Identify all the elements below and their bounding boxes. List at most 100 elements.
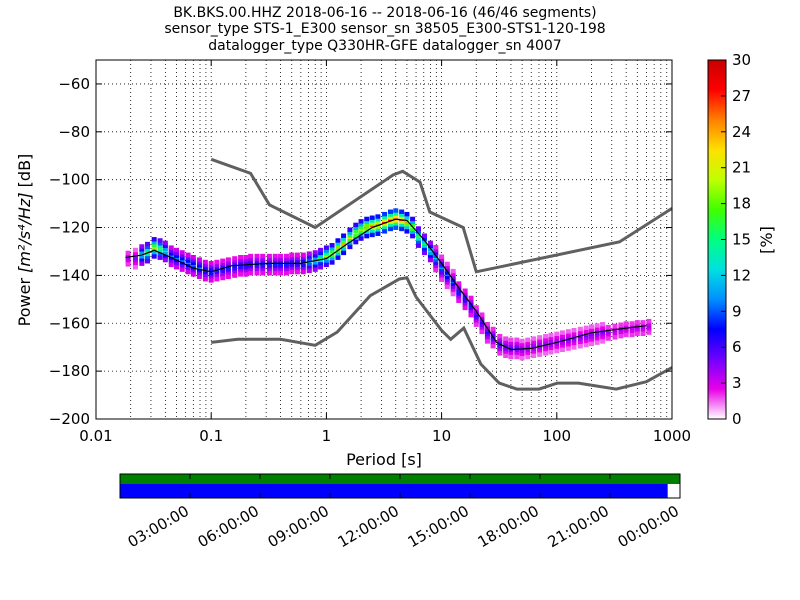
- y-axis-label-prefix: Power: [15, 278, 34, 327]
- density-cell: [629, 329, 635, 335]
- density-cell: [347, 227, 353, 232]
- density-cell: [254, 271, 260, 276]
- density-cell: [248, 259, 254, 264]
- density-cell: [132, 256, 138, 261]
- density-cell: [243, 272, 249, 277]
- density-cell: [571, 342, 577, 347]
- density-cell: [594, 323, 600, 328]
- density-cell: [214, 277, 220, 282]
- density-cell: [543, 336, 549, 342]
- density-cell: [272, 265, 278, 270]
- density-cell: [503, 353, 509, 359]
- density-cell: [484, 333, 490, 338]
- density-cell: [404, 223, 410, 228]
- density-cell: [514, 354, 520, 360]
- density-cell: [508, 343, 514, 348]
- density-cell: [490, 341, 496, 346]
- y-axis-label-suffix: [dB]: [15, 154, 34, 188]
- density-cell: [125, 262, 131, 267]
- density-cell: [300, 264, 306, 269]
- density-cell: [554, 345, 560, 351]
- density-cell: [190, 255, 196, 260]
- density-cell: [548, 335, 554, 341]
- density-cell: [519, 341, 525, 347]
- density-cell: [145, 259, 151, 264]
- density-cell: [468, 307, 474, 312]
- density-cell: [415, 226, 421, 231]
- density-cell: [341, 233, 347, 238]
- density-cell: [151, 245, 157, 251]
- density-cell: [382, 226, 388, 231]
- density-cell: [369, 232, 375, 238]
- density-cell: [375, 217, 381, 222]
- density-cell: [588, 324, 594, 329]
- density-cell: [577, 344, 583, 349]
- density-cell: [427, 257, 433, 263]
- density-cell: [399, 209, 405, 214]
- density-cell: [514, 346, 520, 351]
- density-cell: [248, 256, 254, 262]
- density-cell: [594, 340, 600, 345]
- density-cell: [594, 326, 600, 331]
- density-cell: [323, 251, 329, 256]
- density-cell: [238, 266, 244, 271]
- density-cell: [531, 347, 537, 353]
- density-cell: [208, 263, 214, 269]
- density-cell: [410, 216, 416, 222]
- density-cell: [248, 265, 254, 270]
- density-cell: [220, 270, 226, 275]
- density-cell: [462, 288, 468, 293]
- density-cell: [508, 349, 514, 354]
- timeline-tick-label: 18:00:00: [475, 502, 542, 551]
- density-cell: [519, 338, 525, 344]
- density-cell: [577, 335, 583, 340]
- x-tick-label: 10: [432, 427, 451, 445]
- density-cell: [174, 253, 180, 258]
- density-cell: [335, 238, 341, 243]
- density-cell: [260, 265, 266, 270]
- density-cell: [190, 263, 196, 269]
- density-cell: [537, 335, 543, 340]
- density-cell: [514, 351, 520, 357]
- density-cell: [185, 255, 191, 260]
- density-cell: [151, 239, 157, 245]
- density-cell: [318, 250, 324, 256]
- density-cell: [554, 331, 560, 336]
- density-cell: [294, 258, 300, 263]
- density-cell: [232, 261, 238, 267]
- density-cell: [410, 222, 416, 227]
- density-cell: [399, 215, 405, 220]
- density-cell: [439, 266, 445, 271]
- density-cell: [278, 268, 284, 273]
- density-cell: [243, 263, 249, 269]
- density-cell: [571, 333, 577, 339]
- density-cell: [294, 264, 300, 269]
- density-cell: [353, 222, 359, 228]
- y-tick-label: −80: [58, 123, 90, 141]
- density-cell: [548, 344, 554, 349]
- density-cell: [548, 350, 554, 355]
- density-cell: [433, 262, 439, 267]
- density-cell: [151, 237, 157, 242]
- density-cell: [479, 321, 485, 326]
- density-cell: [369, 224, 375, 229]
- density-cell: [433, 250, 439, 256]
- density-cell: [347, 233, 353, 238]
- density-cell: [232, 267, 238, 273]
- density-cell: [335, 255, 341, 260]
- density-cell: [353, 237, 359, 242]
- density-cell: [600, 333, 606, 338]
- density-cell: [565, 332, 571, 337]
- density-cell: [387, 223, 393, 229]
- density-cell: [427, 243, 433, 248]
- density-cell: [179, 255, 185, 261]
- density-cell: [393, 222, 399, 228]
- density-cell: [634, 320, 640, 325]
- density-cell: [600, 339, 606, 344]
- density-cell: [427, 249, 433, 254]
- density-cell: [404, 214, 410, 220]
- density-cell: [196, 260, 202, 265]
- density-cell: [151, 254, 157, 259]
- density-cell: [312, 267, 318, 272]
- density-cell: [162, 249, 168, 254]
